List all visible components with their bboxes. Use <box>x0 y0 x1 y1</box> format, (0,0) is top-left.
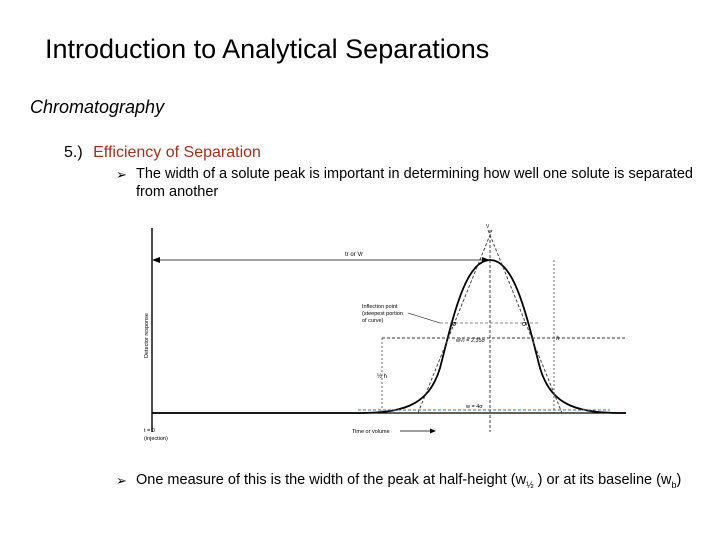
y-axis-label: Detector response <box>144 313 150 358</box>
bullet-arrow-icon: ➢ <box>116 473 127 488</box>
section-heading: 5.) Efficiency of Separation <box>64 144 261 162</box>
inflection-label-3: of curve) <box>362 318 384 324</box>
bullet2-part3: ) <box>676 472 682 488</box>
tr-label: tr or Vr <box>345 252 363 258</box>
figure-background <box>140 218 626 450</box>
x-axis-label: Time or volume <box>352 429 390 435</box>
bullet-text-1: The width of a solute peak is important … <box>136 166 693 200</box>
tr-arrow-left-icon <box>152 257 160 263</box>
bullet2-part2: ) or at its baseline (w <box>533 472 672 488</box>
sigma-right: σ <box>522 321 527 328</box>
tangent-left <box>417 229 493 414</box>
half-h-label: ½ h <box>377 373 387 380</box>
t0-label: t = 0 <box>144 428 155 434</box>
apex-label: V <box>486 224 490 230</box>
bullet-arrow-icon: ➢ <box>116 167 127 182</box>
wb-label: w = 4σ <box>465 404 483 410</box>
inflection-label-1: Inflection point <box>362 304 398 310</box>
bullet2-sub-b: b <box>671 479 677 490</box>
chromatogram-figure: tr or Vr σ σ Inflection point (steepest … <box>140 218 626 450</box>
x-arrow-icon <box>430 428 436 434</box>
bullet2-part1: One measure of this is the width of the … <box>136 472 527 488</box>
section-number: 5.) <box>64 144 83 161</box>
tr-arrow-right-icon <box>482 257 490 263</box>
slide-subtitle: Chromatography <box>30 97 165 117</box>
bullet-text-2: One measure of this is the width of the … <box>136 471 696 494</box>
inflection-label-2: (steepest portion <box>362 311 403 317</box>
slide-title: Introduction to Analytical Separations <box>45 34 490 64</box>
section-title: Efficiency of Separation <box>93 144 261 161</box>
tangent-right <box>487 229 563 414</box>
w-half-label: w½ = 2.35σ <box>455 337 486 344</box>
sigma-left: σ <box>452 321 457 328</box>
injection-label: (injection) <box>144 436 168 442</box>
bullet2-sub-half: ½ <box>526 479 534 490</box>
h-label: h <box>556 336 560 342</box>
inflection-pointer <box>407 312 441 324</box>
